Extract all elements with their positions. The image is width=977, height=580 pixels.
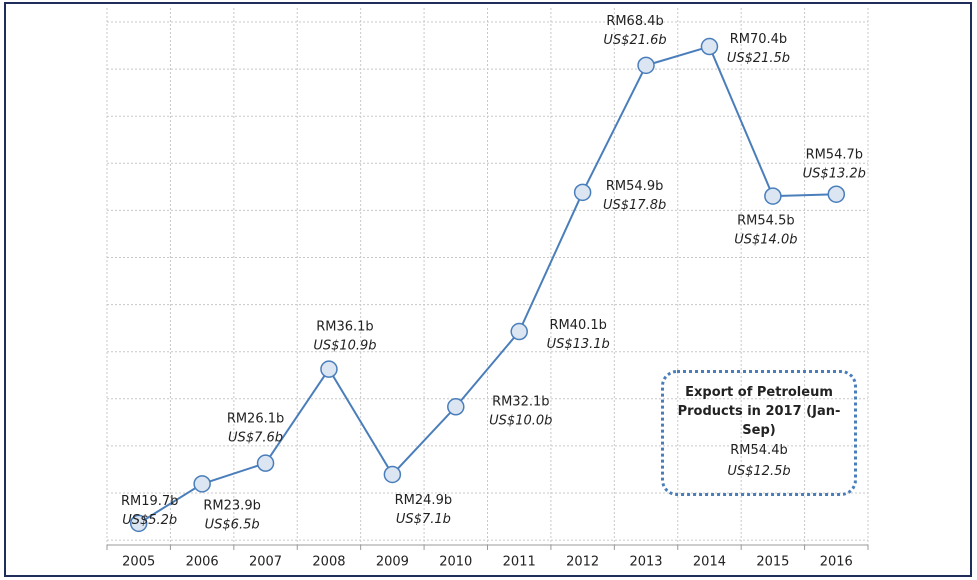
annotation-title: Export of Petroleum Products in 2017 (Ja… [677,385,841,438]
x-tick-label: 2007 [249,555,282,570]
x-tick-label: 2009 [376,555,409,570]
point [764,187,782,205]
point [193,475,211,493]
data-label: RM24.9b [395,493,452,508]
data-label: RM70.4b [730,32,787,47]
point [700,37,719,56]
line [138,45,837,525]
data-label-usd: US$6.5b [205,517,260,532]
x-tick-label: 2016 [820,555,853,570]
point [256,454,275,472]
point [637,56,655,75]
data-label: RM36.1b [316,320,373,335]
point [129,514,148,533]
data-label-usd: US$21.5b [727,51,790,66]
point [510,322,528,341]
data-label: RM54.7b [806,148,863,163]
data-label-usd: US$10.9b [313,339,376,354]
point [383,465,402,484]
data-label: RM54.5b [737,214,794,229]
x-tick-label: 2015 [756,555,789,570]
data-label-usd: US$7.6b [228,431,283,446]
x-tick-label: 2005 [122,555,155,570]
x-tick-label: 2006 [186,555,219,570]
data-label-usd: US$17.8b [603,198,666,213]
frame [4,2,972,577]
data-label-usd: US$7.1b [396,512,451,527]
annotation-box: Export of Petroleum Products in 2017 (Ja… [661,370,857,496]
x-tick-label: 2014 [693,555,726,570]
data-label: RM54.9b [606,179,663,194]
point [827,185,846,203]
data-label: RM26.1b [227,412,284,427]
data-label-usd: US$13.2b [803,167,866,182]
x-tick-label: 2012 [566,555,599,570]
x-tick-label: 2013 [629,555,662,570]
x-tick-label: 2010 [439,555,472,570]
annotation-line: RM54.4b [730,443,788,458]
data-label-usd: US$5.2b [122,513,177,528]
data-label-usd: US$10.0b [489,413,552,428]
data-label: RM32.1b [492,394,549,409]
annotation-line: US$12.5b [727,464,791,479]
data-label-usd: US$13.1b [547,337,610,352]
x-tick-label: 2011 [503,555,536,570]
data-label: RM19.7b [121,494,178,509]
point [573,183,592,202]
x-tick-label: 2008 [312,555,345,570]
data-label: RM68.4b [606,14,663,29]
point [447,398,465,416]
data-label-usd: US$21.6b [603,33,666,48]
data-label: RM23.9b [203,498,260,513]
data-label: RM40.1b [549,318,606,333]
data-label-usd: US$14.0b [734,233,797,248]
point [320,360,338,378]
